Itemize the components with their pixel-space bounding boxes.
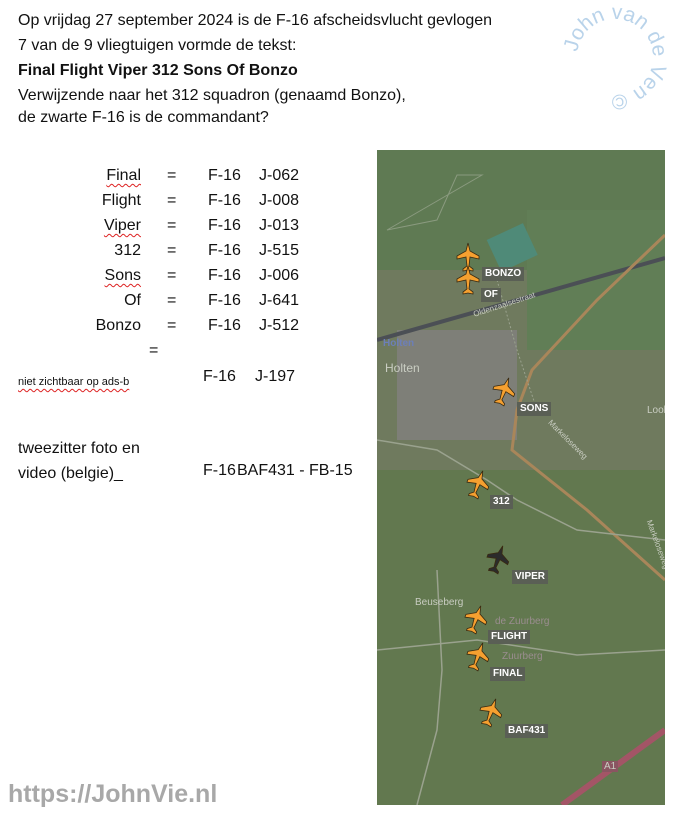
svg-text:John van de Ven ©: John van de Ven © [560, 2, 670, 112]
road-shield: A1 [602, 761, 619, 772]
row-type: F-16 [208, 217, 241, 234]
aircraft-label: BONZO [482, 267, 525, 281]
row-equals: = [167, 217, 177, 234]
aircraft-icon[interactable] [459, 600, 494, 637]
aircraft-label: 312 [490, 495, 513, 509]
row-equals: = [167, 292, 177, 309]
row-reg: J-515 [259, 242, 300, 259]
row-equals: = [167, 267, 177, 284]
flight-map[interactable]: Holten Holten Beuseberg de Zuurberg Zuur… [377, 150, 665, 805]
map-place: Beuseberg [415, 597, 464, 608]
map-place: Holten [385, 361, 420, 375]
map-place: Zuurberg [502, 651, 543, 662]
row-type: F-16 [208, 317, 241, 334]
intro-line-4: Verwijzende naar het 312 squadron (genaa… [18, 87, 406, 104]
row-type: F-16 [208, 267, 241, 284]
twoseater-line-2: video (belgie)_ [18, 465, 123, 482]
map-place: Holten [383, 338, 415, 349]
aircraft-icon[interactable] [474, 693, 509, 730]
row-word: Viper [103, 217, 141, 234]
row-reg: J-062 [259, 167, 300, 184]
row-equals: = [167, 242, 177, 259]
row-equals: = [167, 192, 177, 209]
row-reg: J-013 [259, 217, 300, 234]
intro-line-5: de zwarte F-16 is de commandant? [18, 109, 269, 126]
map-place: Look [647, 405, 665, 416]
aircraft-label: FINAL [490, 667, 526, 681]
row-word: Sons [104, 267, 141, 284]
aircraft-label: SONS [517, 402, 552, 416]
footer-url[interactable]: https://JohnVie.nl [8, 780, 218, 808]
row-type: F-16 [208, 167, 241, 184]
row-word: Flight [101, 192, 141, 209]
twoseater-reg: BAF431 - FB-15 [237, 462, 353, 479]
hidden-type: F-16 [203, 368, 236, 385]
row-word: Final [106, 167, 141, 184]
row-reg: J-641 [259, 292, 300, 309]
aircraft-icon[interactable] [461, 465, 496, 502]
row-reg: J-008 [259, 192, 300, 209]
row-equals: = [167, 167, 177, 184]
hidden-label: niet zichtbaar op ads-b [18, 376, 130, 388]
row-word: 312 [114, 242, 141, 259]
aircraft-label: BAF431 [505, 724, 549, 738]
hidden-reg: J-197 [255, 368, 296, 385]
intro-line-1: Op vrijdag 27 september 2024 is de F-16 … [18, 12, 493, 29]
map-place: de Zuurberg [495, 616, 550, 627]
row-word: Bonzo [95, 317, 141, 334]
aircraft-icon[interactable] [461, 637, 496, 674]
watermark: John van de Ven © [560, 2, 670, 112]
aircraft-label: OF [481, 288, 501, 302]
extra-equals: = [149, 342, 159, 359]
aircraft-label: VIPER [512, 570, 549, 584]
twoseater-line-1: tweezitter foto en [18, 440, 140, 457]
watermark-text: John van de Ven © [560, 2, 670, 112]
aircraft-icon[interactable] [455, 265, 481, 295]
row-type: F-16 [208, 242, 241, 259]
aircraft-label: FLIGHT [488, 630, 531, 644]
intro-line-2: 7 van de 9 vliegtuigen vormde de tekst: [18, 37, 297, 54]
row-type: F-16 [208, 192, 241, 209]
aircraft-icon[interactable] [487, 372, 522, 409]
row-reg: J-006 [259, 267, 300, 284]
map-background [377, 150, 665, 805]
intro-line-3: Final Flight Viper 312 Sons Of Bonzo [18, 62, 298, 79]
twoseater-type: F-16 [203, 462, 236, 479]
aircraft-icon[interactable] [481, 540, 516, 577]
row-type: F-16 [208, 292, 241, 309]
row-reg: J-512 [259, 317, 300, 334]
row-equals: = [167, 317, 177, 334]
row-word: Of [124, 292, 141, 309]
